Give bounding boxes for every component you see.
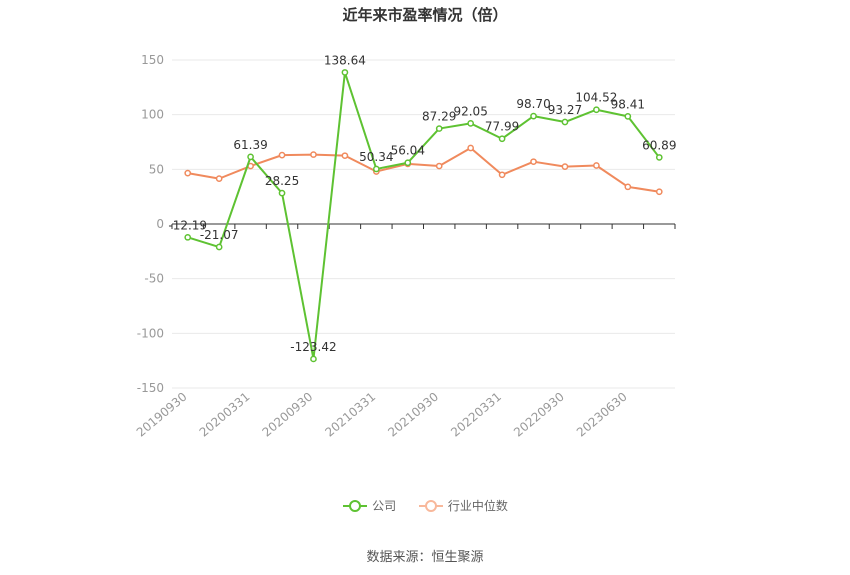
data-point-industry [341,152,349,160]
data-label: 61.39 [233,138,267,152]
data-point-company [530,112,537,120]
data-point-company [498,135,506,143]
y-tick-label: 100 [141,108,164,122]
x-tick-label: 20220930 [511,390,567,440]
data-label: 60.89 [642,138,676,152]
data-point-company [278,189,286,197]
data-point-company [561,118,569,126]
data-point-industry [435,162,443,170]
data-point-company [655,154,663,161]
data-point-company [310,355,317,363]
legend-industry-icon [418,499,443,512]
y-tick-label: 50 [149,162,164,176]
data-label: -21.07 [200,228,239,242]
data-label: 104.52 [575,91,617,105]
data-point-industry [215,175,223,182]
data-point-company [247,153,254,161]
y-tick-label: -50 [144,272,164,286]
data-label: 93.27 [548,103,582,117]
legend-item-company[interactable]: 公司 [342,497,396,514]
y-tick-label: -150 [137,381,164,395]
x-tick-label: 20220331 [448,390,504,440]
data-point-company [372,165,380,173]
data-point-company [184,233,192,241]
data-label: -123.42 [290,340,336,354]
chart-legend: 公司 行业中位数 [0,497,850,516]
data-label: -12.19 [168,218,207,232]
y-tick-label: -100 [137,326,164,340]
legend-company-label: 公司 [372,499,397,513]
data-label: 98.41 [611,97,645,111]
source-note: 数据来源：恒生聚源 [366,550,484,565]
data-label: 77.99 [485,120,519,134]
legend-item-industry[interactable]: 行业中位数 [418,497,508,514]
data-point-industry [561,163,569,170]
data-point-company [624,113,632,120]
data-point-industry [655,188,663,196]
data-point-company [404,159,412,167]
data-label: 28.25 [265,174,299,188]
legend-industry-label: 行业中位数 [447,499,508,513]
chart-title: 近年来市盈率情况（倍） [342,6,508,24]
data-label: 50.34 [359,150,393,164]
y-tick-label: 150 [141,53,164,67]
x-tick-label: 20210930 [385,390,441,440]
x-tick-label: 20230630 [574,390,630,440]
data-label: 138.64 [324,53,366,67]
data-point-industry [278,151,286,159]
data-point-industry [467,144,475,152]
y-tick-label: 0 [156,217,164,231]
x-tick-label: 20200331 [197,390,253,440]
data-label: 87.29 [422,110,456,124]
x-tick-label: 20210331 [322,390,378,440]
data-point-industry [184,169,192,177]
data-point-company [215,243,223,251]
data-point-industry [530,158,537,166]
data-label: 98.70 [516,97,550,111]
data-point-industry [310,151,317,158]
series-line-company [187,71,661,360]
x-tick-label: 20200930 [260,390,316,440]
x-tick-label: 20190930 [134,390,190,440]
series-line-industry [187,147,660,193]
data-point-company [467,120,475,127]
data-point-industry [593,162,600,169]
data-point-company [593,106,600,114]
data-label: 92.05 [453,104,487,118]
legend-company-icon [343,499,368,512]
data-point-industry [624,183,632,191]
data-point-industry [498,171,506,179]
data-label: 56.04 [391,144,425,158]
data-point-company [341,69,349,76]
data-point-company [435,125,443,132]
